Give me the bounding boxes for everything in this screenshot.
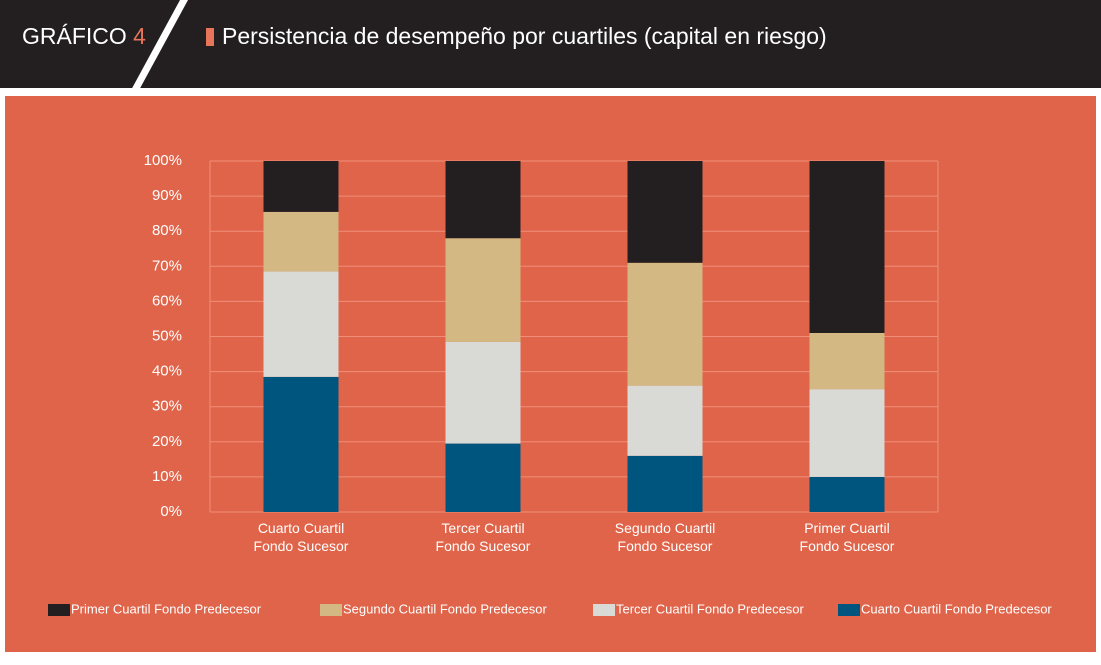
y-tick-label: 70%: [152, 257, 182, 274]
bar-segment: [809, 389, 885, 477]
bar-segment: [263, 271, 339, 377]
bar-segment: [445, 443, 521, 512]
header-number: 4: [133, 23, 146, 49]
y-tick-label: 10%: [152, 468, 182, 485]
legend-label: Segundo Cuartil Fondo Predecesor: [343, 601, 547, 616]
x-tick-label: Segundo Cuartil Fondo Sucesor: [614, 520, 716, 554]
bar-segment: [627, 385, 703, 456]
y-tick-label: 30%: [152, 398, 182, 415]
bar-segment: [445, 161, 521, 239]
header-bar: [0, 0, 1101, 88]
x-tick-label: Primer Cuartil Fondo Sucesor: [799, 520, 895, 554]
bar-segment: [627, 455, 703, 512]
y-tick-label: 40%: [152, 363, 182, 380]
x-tick-label: Cuarto Cuartil Fondo Sucesor: [253, 520, 349, 554]
y-tick-label: 80%: [152, 222, 182, 239]
legend-swatch: [593, 604, 615, 616]
legend-swatch: [838, 604, 860, 616]
y-tick-label: 100%: [144, 152, 182, 169]
title-marker: [206, 28, 214, 46]
legend-label: Cuarto Cuartil Fondo Predecesor: [861, 601, 1052, 616]
x-tick-label: Tercer Cuartil Fondo Sucesor: [435, 520, 531, 554]
legend-label: Tercer Cuartil Fondo Predecesor: [616, 601, 805, 616]
bar-segment: [627, 161, 703, 263]
bar-segment: [809, 476, 885, 512]
slash: [130, 0, 188, 92]
bar-segment: [445, 238, 521, 342]
bar-segment: [809, 161, 885, 333]
bar-segment: [627, 262, 703, 386]
y-tick-label: 0%: [160, 503, 182, 520]
legend-swatch: [320, 604, 342, 616]
bar-segment: [809, 332, 885, 390]
legend-swatch: [48, 604, 70, 616]
y-tick-label: 60%: [152, 292, 182, 309]
bar-segment: [263, 161, 339, 212]
bar-segment: [263, 211, 339, 272]
y-tick-label: 50%: [152, 327, 182, 344]
y-tick-label: 90%: [152, 187, 182, 204]
header-label-text: GRÁFICO: [22, 23, 127, 49]
header-label: GRÁFICO 4: [22, 23, 146, 49]
y-tick-label: 20%: [152, 433, 182, 450]
bar-segment: [263, 376, 339, 512]
legend-label: Primer Cuartil Fondo Predecesor: [71, 601, 262, 616]
chart-title: Persistencia de desempeño por cuartiles …: [222, 23, 827, 49]
panel: [5, 96, 1096, 652]
bar-segment: [445, 341, 521, 444]
